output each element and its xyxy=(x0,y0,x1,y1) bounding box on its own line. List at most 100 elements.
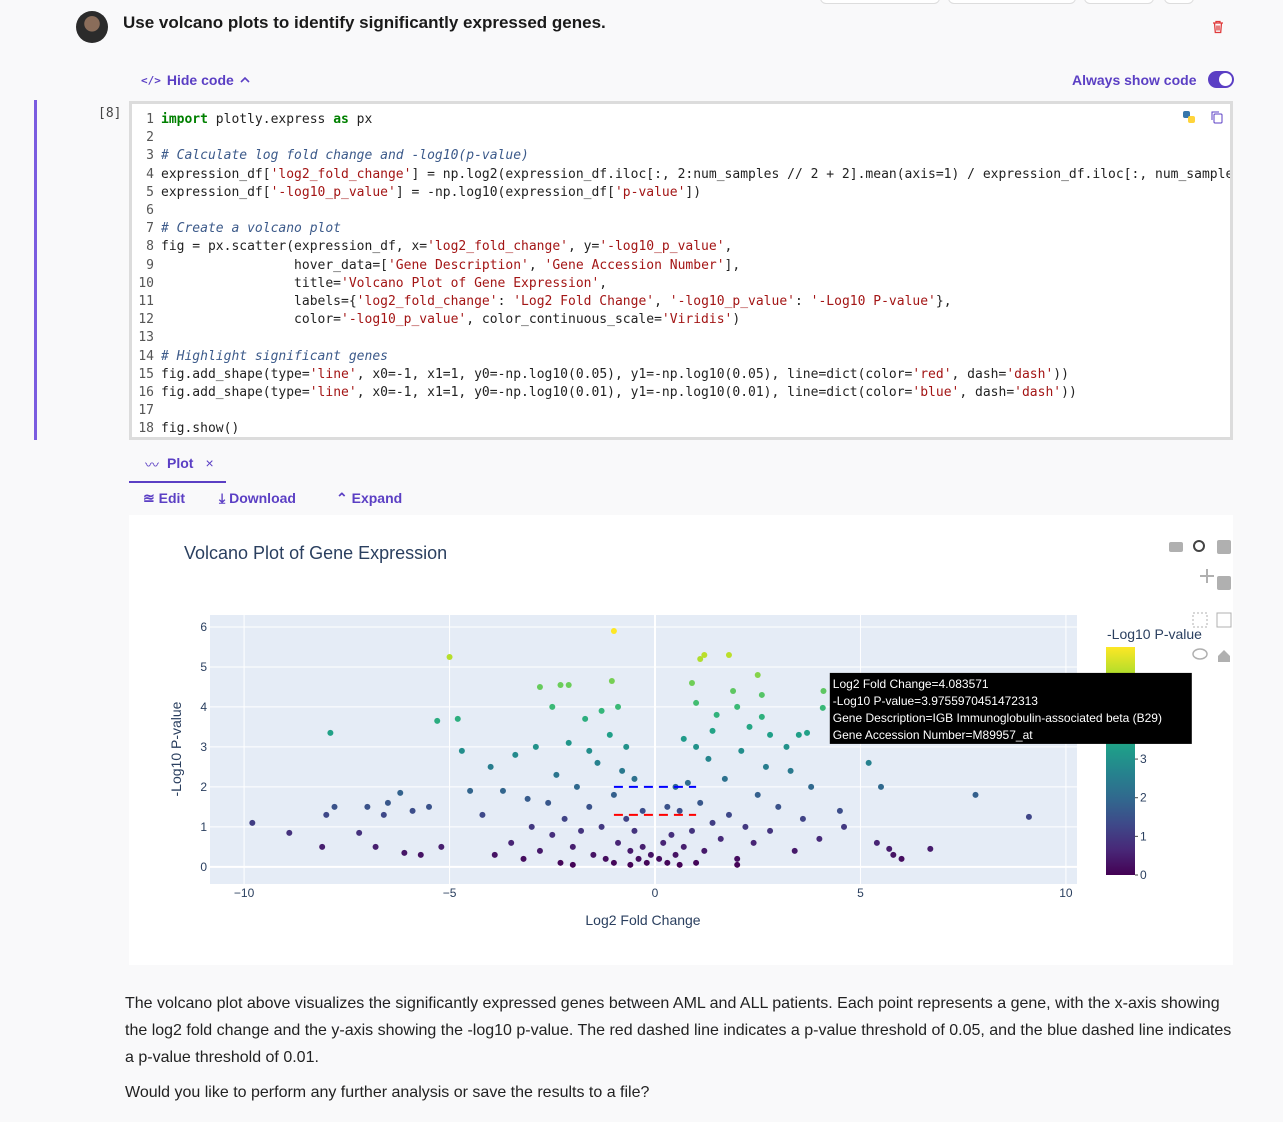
code-token: , x0=-1, x1=1, y0=-np.log10(0.05), y1=-n… xyxy=(356,366,913,382)
top-button[interactable] xyxy=(820,0,940,4)
zoom-out-icon[interactable] xyxy=(1217,576,1231,590)
line-number: 8 xyxy=(146,239,154,255)
lasso-icon[interactable] xyxy=(1192,648,1208,660)
point xyxy=(627,847,634,854)
select-icon[interactable] xyxy=(1192,612,1208,628)
code-token: : xyxy=(497,294,514,309)
code-token: # Create a volcano plot xyxy=(161,221,342,237)
code-line: fig.show() xyxy=(161,421,239,436)
download-label: Download xyxy=(229,490,296,506)
code-token: 'Viridis' xyxy=(661,312,733,328)
code-editor[interactable]: 1 import plotly.express as px 2 3 # Calculat… xyxy=(129,101,1233,440)
point xyxy=(598,707,605,714)
delete-icon[interactable] xyxy=(1211,20,1225,34)
zoom-in-icon[interactable] xyxy=(1217,540,1231,554)
point xyxy=(746,723,753,730)
expand-button[interactable]: ⌃ Expand xyxy=(336,490,403,506)
point xyxy=(762,763,769,770)
chart: Volcano Plot of Gene Expression Log2 Fol… xyxy=(129,515,1233,965)
tooltip-line: Log2 Fold Change=4.083571 xyxy=(833,677,989,691)
close-tab[interactable]: × xyxy=(205,455,214,471)
colorbar-tick-label: 1 xyxy=(1140,829,1147,843)
line-number: 13 xyxy=(138,330,154,346)
point xyxy=(647,851,654,858)
code-token: 'line' xyxy=(309,385,357,400)
line-number: 17 xyxy=(138,403,154,419)
hide-code-label: Hide code xyxy=(166,72,234,88)
point xyxy=(491,851,498,858)
point xyxy=(680,843,687,850)
download-button[interactable]: ⤓ Download xyxy=(219,490,296,506)
hide-code-button[interactable]: </> Hide code xyxy=(141,72,250,88)
point xyxy=(446,653,453,660)
point xyxy=(565,739,572,746)
code-token: 'red' xyxy=(912,366,952,382)
camera-icon[interactable] xyxy=(1169,542,1183,552)
point xyxy=(327,729,334,736)
home-icon[interactable] xyxy=(1218,650,1230,662)
point xyxy=(438,843,445,850)
point xyxy=(697,655,704,662)
code-token: # Highlight significant genes xyxy=(161,348,388,364)
point xyxy=(545,799,552,806)
top-button[interactable] xyxy=(1084,0,1154,4)
point xyxy=(458,747,465,754)
plot-tab[interactable]: 〰 Plot × xyxy=(145,455,214,475)
edit-button[interactable]: ≊ Edit xyxy=(143,490,186,506)
point xyxy=(668,831,675,838)
point xyxy=(578,827,585,834)
toggle[interactable] xyxy=(1208,71,1234,88)
code-line: hover_data=['Gene Description', 'Gene Ac… xyxy=(161,258,740,273)
line-number: 7 xyxy=(146,221,154,237)
point xyxy=(508,839,515,846)
y-axis-title: -Log10 P-value xyxy=(168,701,184,796)
code-token: ] = np.log2(expression_df.iloc[:, 2:num_… xyxy=(411,166,1233,182)
point xyxy=(586,803,593,810)
pan-icon[interactable] xyxy=(1200,569,1214,583)
autoscale-icon[interactable] xyxy=(1216,612,1232,628)
code-token: , x0=-1, x1=1, y0=-np.log10(0.01), y1=-n… xyxy=(356,385,913,400)
x-tick-label: 5 xyxy=(857,886,864,900)
point xyxy=(709,819,716,826)
point xyxy=(619,767,626,774)
point xyxy=(615,703,622,710)
zoom-icon[interactable] xyxy=(1193,540,1205,552)
point xyxy=(623,815,630,822)
point xyxy=(808,783,815,790)
tooltip-line: Gene Accession Number=M89957_at xyxy=(833,728,1033,742)
plot-area xyxy=(210,615,1077,884)
response-paragraph: Would you like to perform any further an… xyxy=(125,1084,650,1101)
copy-icon[interactable] xyxy=(1210,110,1224,124)
chart-title: Volcano Plot of Gene Expression xyxy=(184,543,447,563)
chevron-up xyxy=(240,76,250,83)
code-token: , xyxy=(528,257,545,273)
point xyxy=(713,711,720,718)
point xyxy=(927,845,934,852)
point xyxy=(631,775,638,782)
point xyxy=(767,827,774,834)
code-token: , xyxy=(654,294,670,309)
top-button[interactable] xyxy=(1164,0,1194,4)
point xyxy=(549,831,556,838)
point xyxy=(627,861,634,868)
code-token: ) xyxy=(732,312,741,328)
point xyxy=(532,743,539,750)
colorbar-title: -Log10 P-value xyxy=(1107,626,1202,642)
point xyxy=(664,803,671,810)
code-token: fig.add_shape(type= xyxy=(161,385,310,400)
point xyxy=(701,651,708,658)
point xyxy=(549,703,556,710)
line-number: 11 xyxy=(138,294,154,309)
point xyxy=(631,827,638,834)
line-number: 9 xyxy=(146,257,154,273)
point xyxy=(586,747,593,754)
point xyxy=(487,763,494,770)
top-button[interactable] xyxy=(948,0,1076,4)
point xyxy=(536,683,543,690)
code-token: px xyxy=(348,112,373,127)
always-show-label: Always show code xyxy=(1072,72,1197,88)
point xyxy=(676,807,683,814)
point xyxy=(397,789,404,796)
point xyxy=(608,677,615,684)
